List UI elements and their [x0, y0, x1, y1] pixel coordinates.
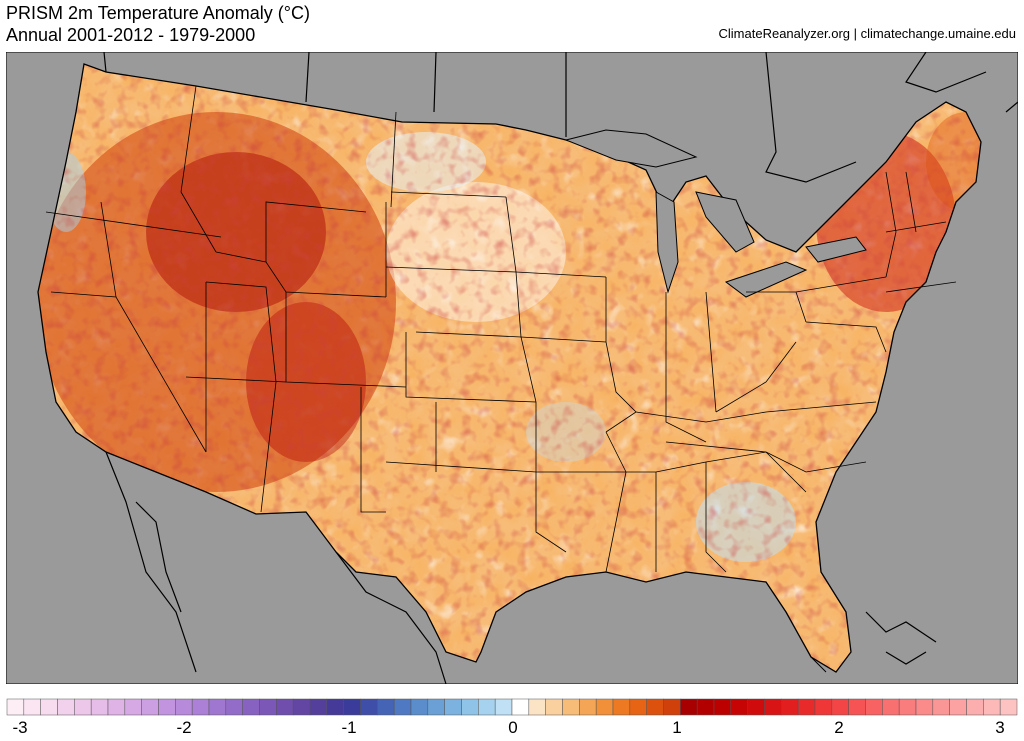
colorbar-swatch	[124, 698, 142, 716]
colorbar-swatch	[663, 698, 681, 716]
colorbar-swatch	[966, 698, 984, 716]
neighbor-borders	[103, 52, 1018, 684]
colorbar-swatch	[40, 698, 58, 716]
colorbar-swatch	[747, 698, 765, 716]
colorbar-tick-label: 1	[672, 718, 682, 737]
colorbar-swatch	[276, 698, 294, 716]
colorbar-swatch	[865, 698, 883, 716]
colorbar-swatch	[814, 698, 833, 716]
colorbar-tick-label: 0	[508, 718, 518, 737]
colorbar-swatch	[23, 698, 41, 716]
colorbar-swatch	[158, 698, 176, 716]
colorbar-swatch	[225, 698, 243, 716]
colorbar-swatch	[461, 698, 479, 716]
colorbar-swatch	[646, 698, 664, 716]
colorbar-swatch	[932, 698, 950, 716]
colorbar-swatch	[427, 698, 445, 716]
colorbar-swatch	[949, 698, 967, 716]
colorbar-swatch	[730, 698, 748, 716]
colorbar-swatch	[983, 698, 1001, 716]
colorbar-tick-label: -1	[341, 718, 357, 737]
title-line-1: PRISM 2m Temperature Anomaly (°C)	[6, 3, 310, 23]
colorbar-swatch	[696, 698, 715, 716]
great-lakes	[564, 129, 867, 298]
source-credit: ClimateReanalyzer.org | climatechange.um…	[718, 26, 1016, 41]
colorbar-swatch	[528, 698, 546, 716]
colorbar-swatch	[764, 698, 782, 716]
colorbar-swatch	[999, 698, 1018, 716]
colorbar-swatch	[595, 698, 614, 716]
colorbar-swatch	[191, 698, 210, 716]
colorbar-swatch	[292, 698, 311, 716]
colorbar-swatch	[713, 698, 732, 716]
colorbar-swatch	[90, 698, 109, 716]
colorbar-tick-label: 2	[834, 718, 844, 737]
colorbar-swatch	[57, 698, 75, 716]
colorbar-swatch	[478, 698, 496, 716]
florida-keys	[810, 656, 827, 673]
colorbar-swatch	[6, 698, 25, 716]
colorbar-swatch	[797, 698, 816, 716]
colorbar-swatch	[208, 698, 227, 716]
colorbar-swatch	[781, 698, 799, 716]
title-line-2: Annual 2001-2012 - 1979-2000	[6, 25, 256, 45]
lake-superior	[564, 129, 698, 168]
colorbar-swatch	[141, 698, 159, 716]
colorbar-swatch	[494, 698, 513, 716]
colorbar-swatch	[579, 698, 597, 716]
colorbar-swatch	[511, 698, 530, 716]
anomaly-field	[38, 64, 981, 672]
temperature-anomaly-map	[6, 52, 1018, 684]
colorbar-swatch	[410, 698, 429, 716]
lake-michigan	[655, 191, 679, 294]
colorbar-swatch	[74, 698, 92, 716]
colorbar-swatch	[545, 698, 563, 716]
colorbar-swatch	[680, 698, 698, 716]
state-borders	[45, 85, 957, 573]
colorbar-swatch	[393, 698, 412, 716]
colorbar-swatch	[444, 698, 462, 716]
colorbar-swatch	[915, 698, 934, 716]
colorbar-swatch	[242, 698, 260, 716]
colorbar-tick-label: -2	[176, 718, 192, 737]
colorbar	[6, 698, 1018, 716]
lake-erie	[724, 261, 808, 298]
colorbar-swatch	[629, 698, 647, 716]
lake-ontario	[805, 236, 867, 263]
colorbar-swatch	[326, 698, 344, 716]
colorbar-swatch	[898, 698, 917, 716]
colorbar-swatch	[612, 698, 631, 716]
colorbar-swatch	[848, 698, 866, 716]
colorbar-swatch	[309, 698, 328, 716]
colorbar-swatch	[882, 698, 900, 716]
colorbar-swatch	[831, 698, 849, 716]
colorbar-swatch	[107, 698, 126, 716]
lake-huron	[695, 191, 755, 253]
colorbar-swatch	[175, 698, 193, 716]
colorbar-swatch	[259, 698, 277, 716]
colorbar-swatch	[343, 698, 361, 716]
colorbar-tick-label: 3	[995, 718, 1005, 737]
colorbar-tick-label: -3	[12, 718, 28, 737]
colorbar-swatch	[377, 698, 395, 716]
colorbar-swatch	[562, 698, 580, 716]
colorbar-swatch	[360, 698, 378, 716]
